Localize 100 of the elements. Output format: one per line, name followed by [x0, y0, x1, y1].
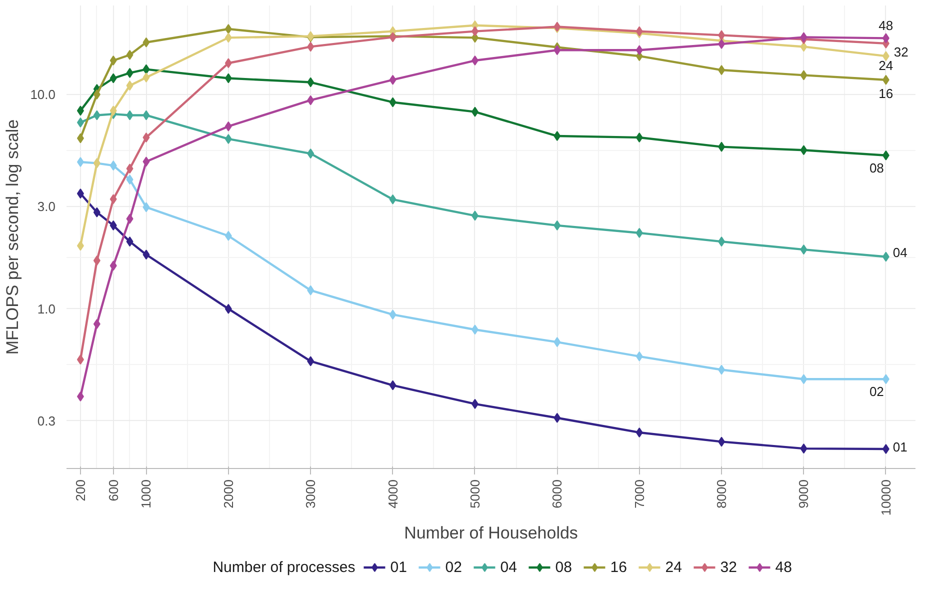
point [554, 45, 561, 56]
point [142, 156, 150, 167]
x-tick-label: 5000 [467, 480, 482, 508]
point [126, 164, 134, 174]
x-tick-label: 200 [72, 479, 88, 502]
point [142, 37, 150, 48]
point [307, 148, 314, 159]
legend-label: 04 [500, 558, 518, 576]
point [110, 106, 117, 116]
point [471, 210, 478, 221]
point [76, 354, 84, 365]
legend-label: 48 [775, 558, 793, 576]
point [110, 73, 117, 84]
point [718, 364, 726, 375]
point [126, 68, 134, 78]
point [389, 380, 396, 390]
x-tick-label: 6000 [550, 480, 565, 508]
point [800, 42, 808, 52]
legend-label: 08 [555, 558, 573, 576]
point [389, 74, 396, 85]
point [389, 97, 396, 108]
point [126, 80, 134, 91]
point [93, 318, 100, 329]
text: 02 [869, 384, 884, 400]
x-tick-label: 4000 [385, 480, 400, 508]
legend-label: 01 [390, 558, 408, 576]
point [307, 42, 314, 52]
point [471, 106, 478, 117]
text: 08 [869, 160, 884, 176]
point [882, 74, 890, 85]
y-tick-label: 0.3 [37, 413, 56, 428]
point [718, 30, 726, 40]
point [142, 132, 150, 142]
point [554, 337, 561, 348]
point [76, 106, 84, 116]
point [882, 150, 890, 160]
point [126, 236, 134, 247]
point [224, 121, 232, 132]
point [389, 310, 396, 320]
legend-label: 02 [445, 558, 463, 576]
point [882, 51, 890, 62]
x-axis-title: Number of Households [404, 524, 578, 543]
x-tick-label: 1000 [138, 480, 154, 508]
legend-title: Number of processes [212, 558, 356, 576]
point [636, 351, 643, 362]
point [882, 444, 890, 454]
point [471, 56, 478, 66]
point [142, 64, 150, 74]
point [224, 58, 232, 68]
legend-label: 24 [665, 558, 683, 576]
point [800, 70, 808, 80]
y-tick-label: 1.0 [37, 301, 56, 316]
point [636, 132, 643, 142]
point [800, 444, 808, 454]
y-tick-label: 10.0 [30, 86, 56, 102]
point [554, 220, 561, 230]
point [224, 230, 232, 241]
point [718, 236, 726, 247]
point [224, 134, 232, 144]
point [76, 133, 84, 144]
x-tick-label: 7000 [632, 480, 647, 508]
text: 32 [894, 44, 908, 60]
text: 01 [892, 439, 908, 454]
point [142, 110, 150, 120]
point [224, 24, 232, 34]
point [224, 304, 232, 314]
text: 24 [878, 58, 894, 74]
point [307, 77, 314, 88]
point [126, 174, 134, 185]
point [636, 427, 643, 438]
point [800, 244, 808, 255]
point [110, 56, 117, 66]
text: 48 [878, 18, 894, 34]
point [471, 324, 478, 335]
point [110, 260, 117, 271]
point [307, 356, 314, 366]
x-tick-label: 600 [106, 479, 121, 502]
x-tick-label: 2000 [220, 480, 236, 508]
point [307, 285, 314, 296]
x-tick-label: 3000 [303, 480, 318, 508]
point [718, 38, 726, 49]
point [126, 50, 134, 60]
y-axis-title: MFLOPS per second, log scale [3, 119, 22, 355]
point [554, 412, 561, 423]
point [76, 240, 84, 251]
point [882, 374, 890, 384]
point [142, 250, 150, 260]
point [718, 142, 726, 152]
point [800, 374, 808, 384]
legend-label: 16 [610, 558, 628, 576]
text: 04 [892, 245, 908, 260]
point [110, 220, 117, 230]
point [471, 26, 478, 36]
point [718, 436, 726, 447]
point [93, 89, 100, 100]
point [142, 202, 150, 212]
point [126, 214, 134, 224]
point [389, 194, 396, 204]
point [224, 32, 232, 43]
point [718, 65, 726, 76]
